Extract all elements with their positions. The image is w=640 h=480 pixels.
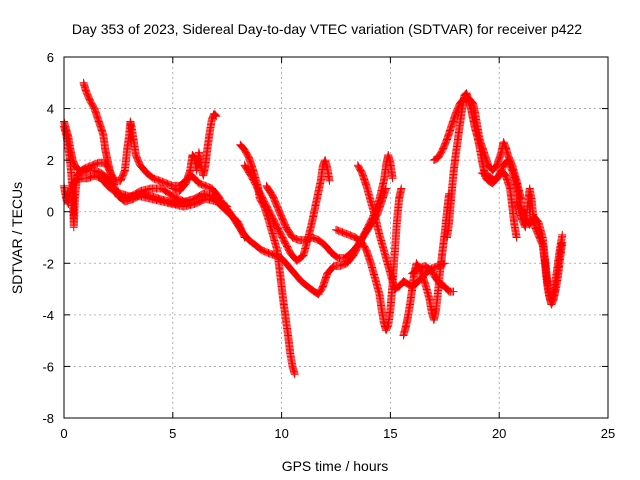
y-tick-label: 4 xyxy=(47,102,54,117)
plot-border xyxy=(63,56,609,419)
series-trace-m xyxy=(408,261,458,296)
series-trace-j xyxy=(332,184,406,335)
x-axis-label: GPS time / hours xyxy=(282,458,389,474)
grid xyxy=(64,57,608,418)
y-tick-label: 6 xyxy=(47,50,54,65)
y-tick-label: -6 xyxy=(42,359,54,374)
series-trace-g xyxy=(236,140,299,379)
series-markers xyxy=(262,181,390,263)
series-trace-q xyxy=(512,184,567,309)
x-tick-label: 15 xyxy=(383,426,397,441)
y-tick-label: 0 xyxy=(47,205,54,220)
axis-ticks: 0 5 10 15 20 25 -8 -6 -4 -2 0 2 4 6 xyxy=(42,50,615,441)
x-tick-label: 0 xyxy=(60,426,67,441)
plot-frame xyxy=(63,56,609,419)
y-tick-label: -4 xyxy=(42,308,54,323)
data-points xyxy=(60,78,567,379)
series-markers xyxy=(332,184,406,335)
y-axis-label: SDTVAR / TECUs xyxy=(9,182,25,294)
y-tick-label: 2 xyxy=(47,153,54,168)
series-markers xyxy=(236,140,299,379)
series-trace-i xyxy=(262,181,390,263)
series-markers xyxy=(168,109,221,196)
series-markers xyxy=(512,184,567,309)
chart-title: Day 353 of 2023, Sidereal Day-to-day VTE… xyxy=(72,21,582,37)
x-tick-label: 5 xyxy=(169,426,176,441)
series-trace-e xyxy=(168,109,221,196)
x-tick-label: 10 xyxy=(274,426,288,441)
y-tick-label: -2 xyxy=(42,256,54,271)
y-tick-label: -8 xyxy=(42,411,54,426)
x-tick-label: 25 xyxy=(601,426,615,441)
x-tick-label: 20 xyxy=(492,426,506,441)
series-markers xyxy=(408,261,458,296)
